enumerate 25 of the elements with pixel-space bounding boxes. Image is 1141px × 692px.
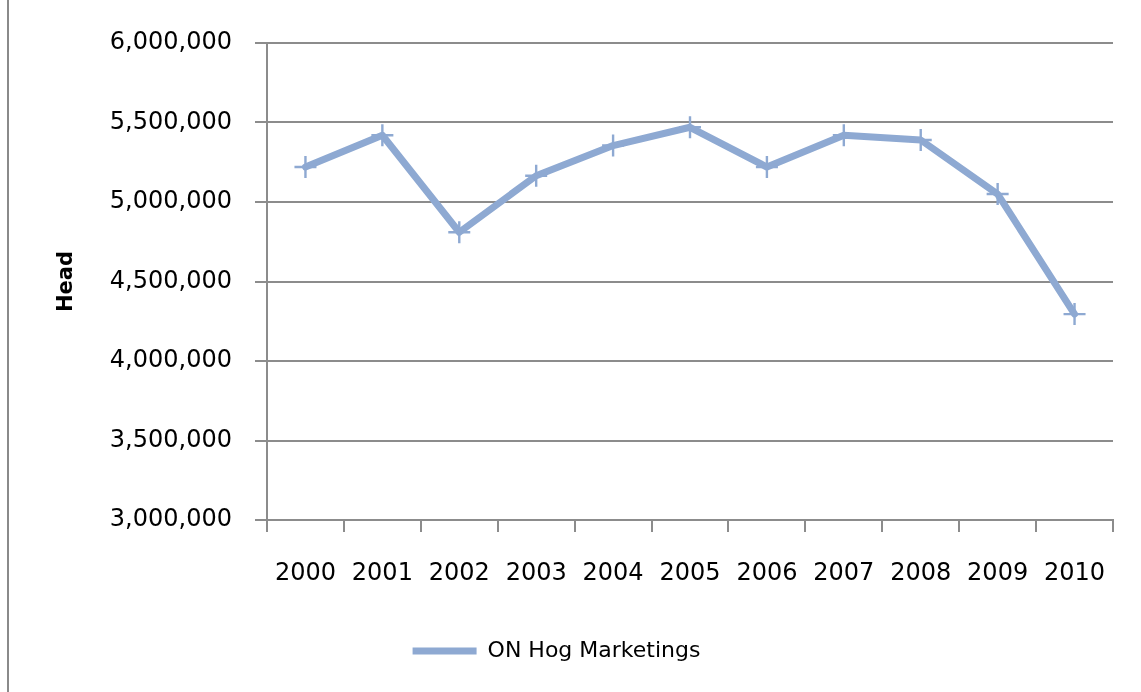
x-tick-label: 2009 xyxy=(967,557,1029,586)
y-tick-label: 3,000,000 xyxy=(109,504,232,533)
x-tick-label: 2001 xyxy=(351,557,413,586)
x-tick-label: 2000 xyxy=(274,557,336,586)
y-tick-label: 5,500,000 xyxy=(109,106,232,135)
y-tick-label: 4,500,000 xyxy=(109,265,232,294)
point xyxy=(371,124,394,147)
x-tick-label: 2007 xyxy=(813,557,875,586)
x-tick-label: 2008 xyxy=(890,557,952,586)
point xyxy=(986,183,1009,206)
y-tick-label: 6,000,000 xyxy=(109,27,232,56)
y-tick-label: 3,500,000 xyxy=(109,424,232,453)
x-tick-label: 2005 xyxy=(659,557,721,586)
point xyxy=(294,156,317,179)
x-tick-label: 2002 xyxy=(428,557,490,586)
x-tick-label: 2003 xyxy=(505,557,567,586)
point xyxy=(602,134,625,157)
x-tick-label: 2004 xyxy=(582,557,644,586)
point xyxy=(1063,303,1086,326)
y-tick-label: 4,000,000 xyxy=(109,345,232,374)
y-axis-title: Head xyxy=(53,250,78,313)
x-tick-label: 2006 xyxy=(736,557,798,586)
y-tick-label: 5,000,000 xyxy=(109,186,232,215)
x-tick-label: 2010 xyxy=(1044,557,1106,586)
legend-label: ON Hog Marketings xyxy=(487,636,701,662)
